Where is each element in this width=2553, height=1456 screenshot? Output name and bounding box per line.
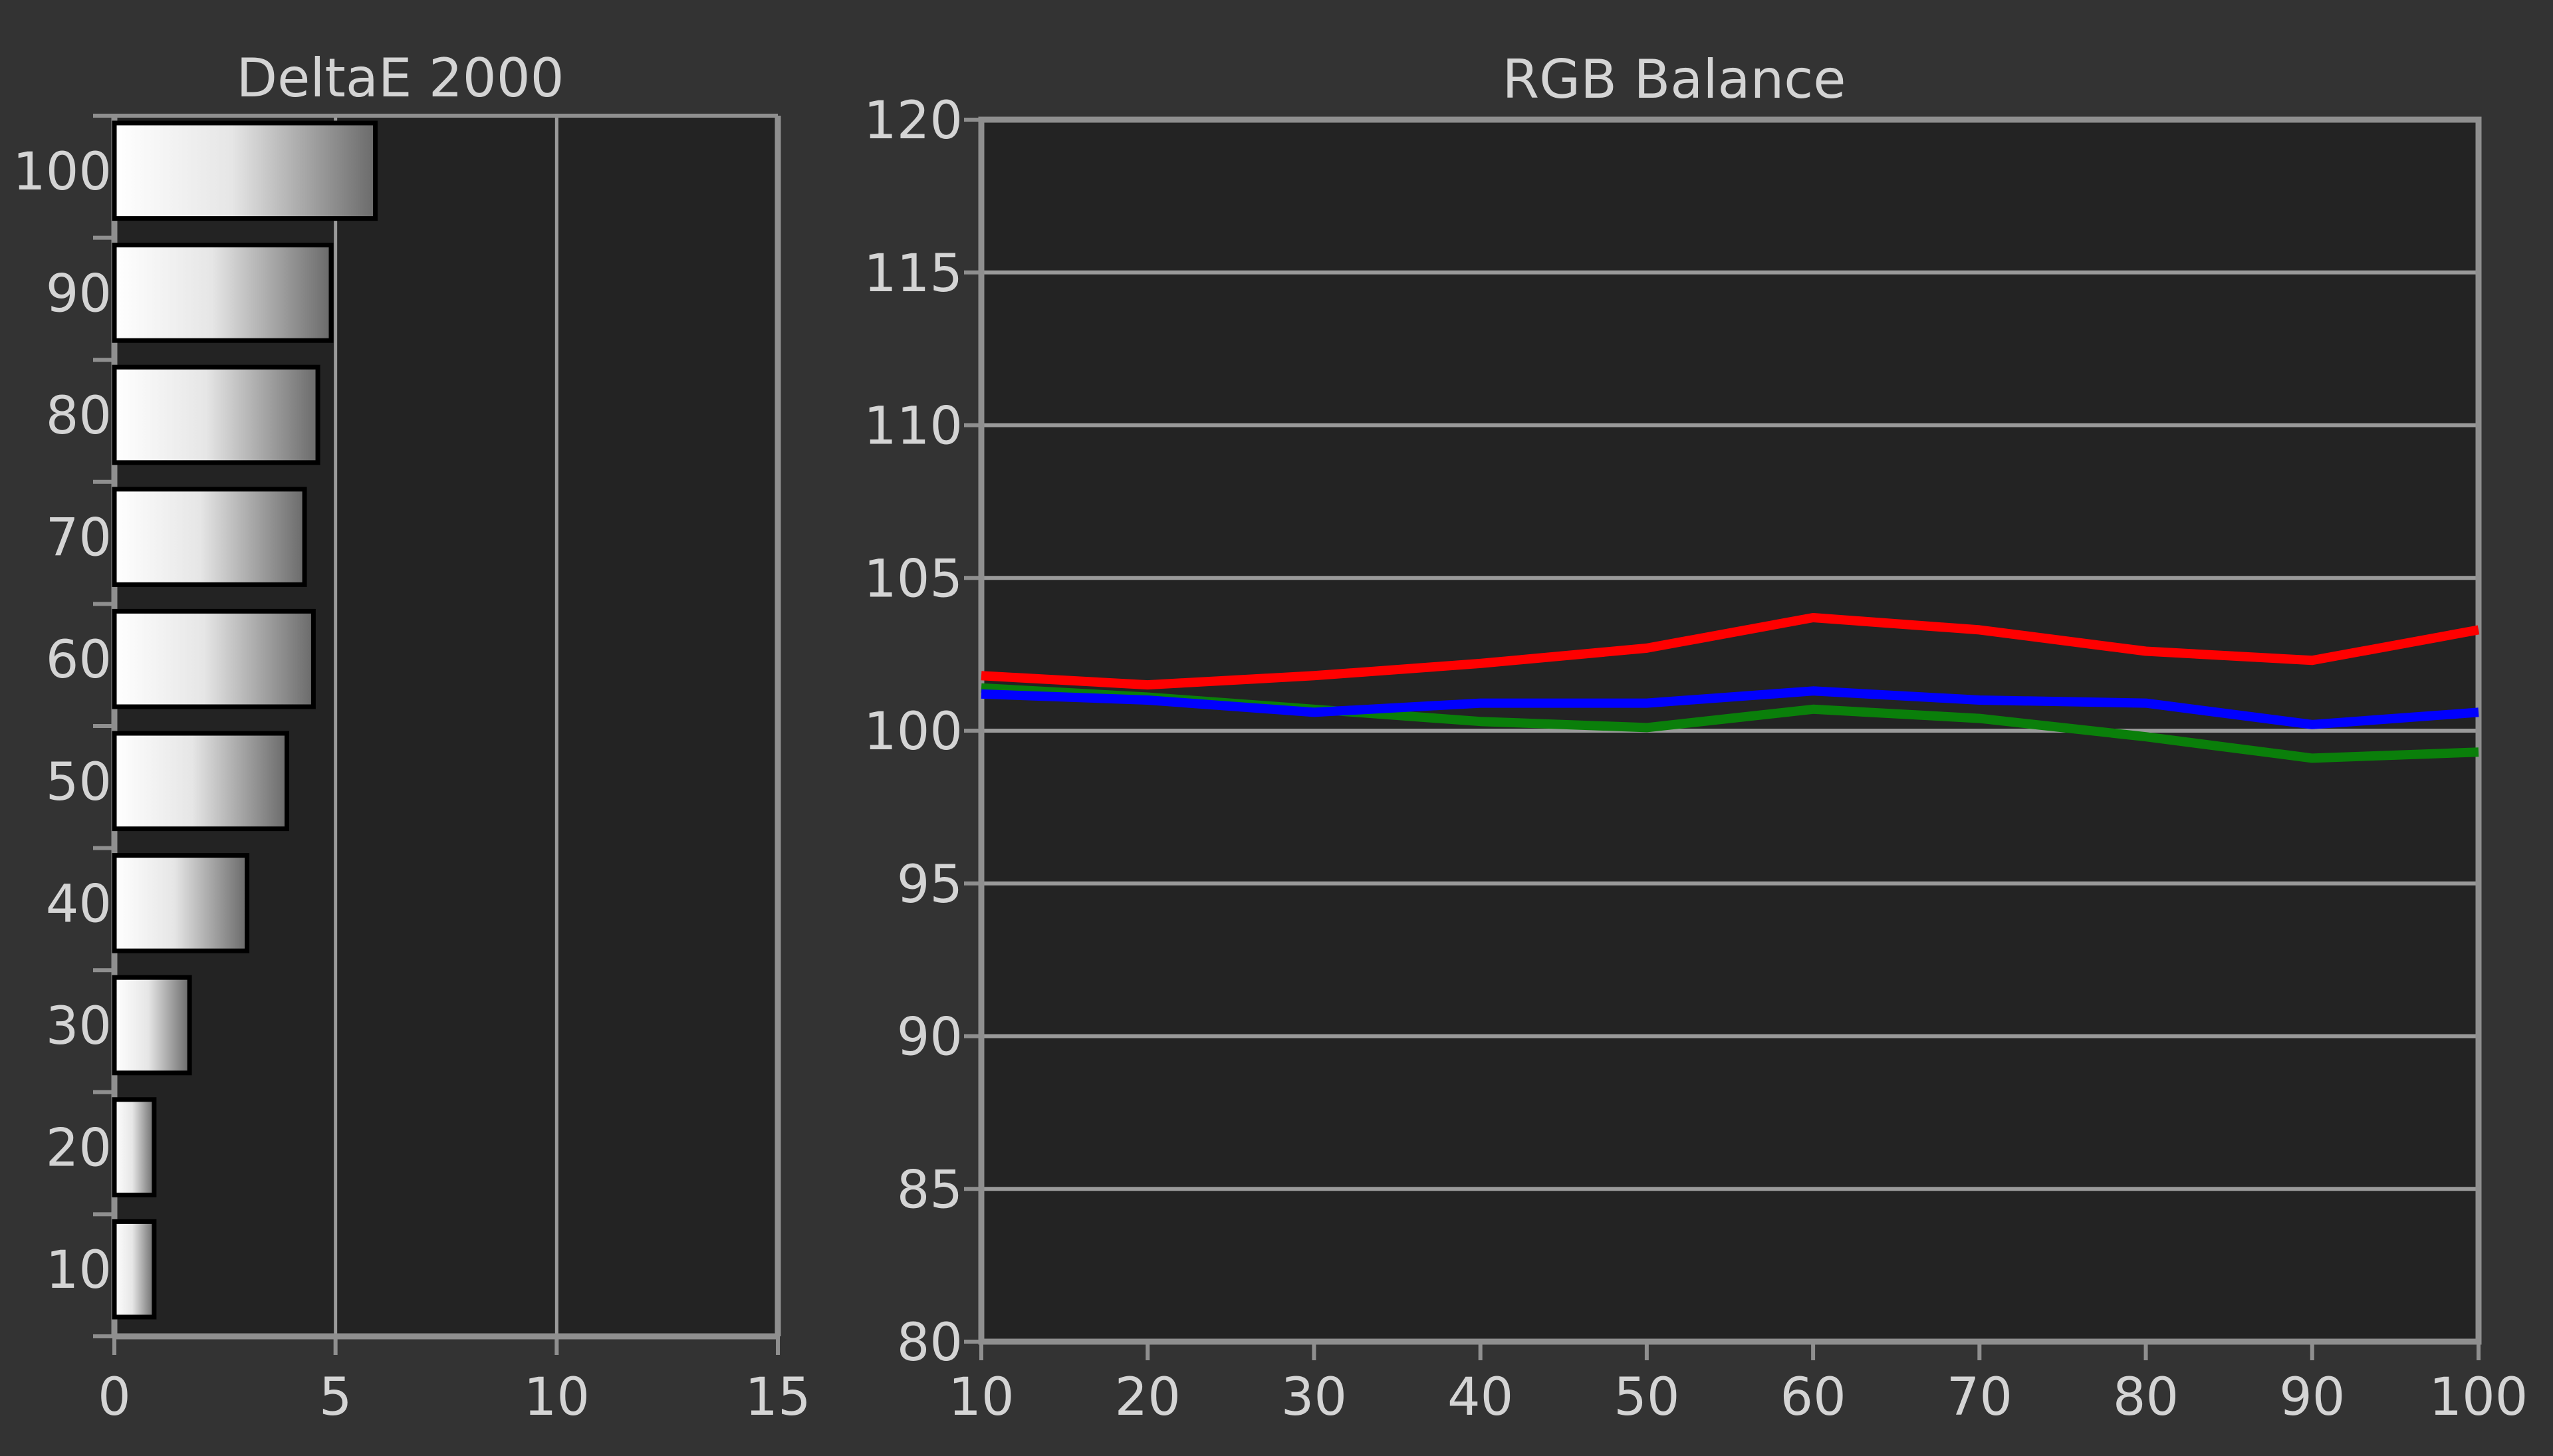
deltae-category-label: 60 — [46, 630, 112, 690]
deltae-category-label: 70 — [46, 509, 112, 568]
deltae-category-label: 90 — [46, 264, 112, 324]
rgb-series-blue-line — [981, 686, 2479, 729]
rgb-y-tick-label: 85 — [897, 1160, 963, 1220]
rgb-x-tick-label: 80 — [2113, 1368, 2179, 1427]
deltae-bar — [112, 120, 378, 221]
deltae-x-tick-label: 10 — [524, 1368, 590, 1427]
deltae-category-label: 80 — [46, 386, 112, 446]
rgb-y-tick-label: 90 — [897, 1008, 963, 1068]
deltae-bar — [112, 731, 289, 832]
deltae-bar — [112, 243, 334, 343]
rgb-x-tick-label: 90 — [2279, 1368, 2345, 1427]
rgb-y-tick-label: 95 — [897, 855, 963, 915]
rgb-y-tick-label: 115 — [864, 244, 963, 304]
deltae-bar — [112, 487, 307, 587]
deltae-bar — [112, 975, 192, 1076]
deltae-category-label: 50 — [46, 753, 112, 812]
rgb-y-tick-label: 105 — [864, 549, 963, 609]
rgb-series-red-line — [981, 613, 2480, 690]
deltae-bar — [112, 1097, 157, 1197]
rgb-x-tick-label: 50 — [1614, 1368, 1679, 1427]
deltae-category-label: 10 — [46, 1241, 112, 1300]
rgb-x-tick-label: 10 — [948, 1368, 1014, 1427]
deltae-title: DeltaE 2000 — [236, 47, 564, 109]
deltae-category-label: 40 — [46, 874, 112, 934]
deltae-bar — [112, 1219, 157, 1320]
rgb-y-tick-label: 120 — [864, 91, 963, 151]
deltae-x-tick-label: 15 — [745, 1368, 810, 1427]
rgb-y-tick-label: 80 — [897, 1313, 963, 1373]
rgb-y-tick-label: 100 — [864, 702, 963, 762]
rgb-x-tick-label: 40 — [1447, 1368, 1513, 1427]
deltae-category-label: 100 — [13, 142, 112, 202]
rgb-x-tick-label: 60 — [1780, 1368, 1846, 1427]
deltae-bar — [112, 853, 250, 953]
deltae-bar — [112, 364, 320, 465]
deltae-x-tick-label: 0 — [98, 1368, 131, 1427]
deltae-bar — [112, 608, 316, 709]
deltae-category-label: 30 — [46, 997, 112, 1056]
rgb-x-tick-label: 70 — [1947, 1368, 2012, 1427]
rgb-title: RGB Balance — [1503, 49, 1846, 110]
deltae-category-label: 20 — [46, 1119, 112, 1179]
rgb-x-tick-label: 100 — [2429, 1368, 2528, 1427]
rgb-x-tick-label: 30 — [1281, 1368, 1347, 1427]
rgb-x-tick-label: 20 — [1115, 1368, 1181, 1427]
rgb-y-tick-label: 110 — [864, 397, 963, 457]
deltae-x-tick-label: 5 — [319, 1368, 352, 1427]
